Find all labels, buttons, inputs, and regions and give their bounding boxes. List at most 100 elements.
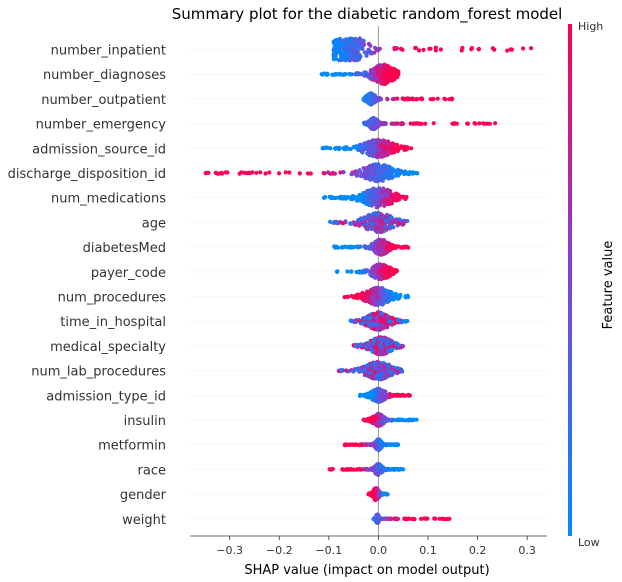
shap-point xyxy=(338,44,343,49)
shap-point xyxy=(347,245,352,250)
shap-point xyxy=(377,375,383,380)
shap-point xyxy=(379,76,384,81)
shap-point xyxy=(411,417,416,422)
shap-point xyxy=(449,96,454,101)
shap-point xyxy=(363,392,368,398)
shap-point xyxy=(359,194,364,199)
shap-point xyxy=(353,318,358,323)
shap-point xyxy=(378,310,384,315)
shap-point xyxy=(324,72,329,77)
shap-point xyxy=(395,148,401,153)
shap-point xyxy=(378,164,384,169)
shap-point xyxy=(410,170,415,175)
shap-point xyxy=(395,366,401,371)
shap-point xyxy=(394,173,399,178)
shap-point xyxy=(354,45,359,51)
shap-point xyxy=(368,69,373,74)
shap-point xyxy=(361,144,366,149)
shap-point xyxy=(367,316,372,321)
shap-point xyxy=(385,97,390,102)
shap-point xyxy=(368,152,373,157)
shap-point xyxy=(368,395,373,400)
shap-point xyxy=(413,45,418,51)
shap-point xyxy=(414,97,419,102)
shap-point xyxy=(339,245,344,250)
shap-point xyxy=(351,369,356,374)
shap-point xyxy=(391,96,396,102)
shap-point xyxy=(352,244,357,250)
shap-point xyxy=(384,212,390,218)
shap-point xyxy=(364,53,369,58)
shap-point xyxy=(385,66,390,71)
shap-point xyxy=(344,41,349,47)
shap-point xyxy=(391,367,396,373)
shap-point xyxy=(376,472,381,477)
shap-point xyxy=(370,164,375,169)
shap-point xyxy=(362,294,368,300)
shap-point xyxy=(376,168,381,173)
shap-point xyxy=(338,40,343,46)
shap-point xyxy=(394,142,400,147)
shap-point xyxy=(348,146,353,152)
shap-point xyxy=(384,341,389,347)
shap-point xyxy=(396,221,401,226)
shap-point xyxy=(477,121,482,126)
shap-point xyxy=(399,368,405,374)
shap-point xyxy=(369,342,374,347)
feature-row-points xyxy=(331,36,534,63)
shap-point xyxy=(379,290,384,295)
shap-point xyxy=(389,290,394,295)
shap-point xyxy=(382,203,387,208)
shap-point xyxy=(381,173,386,178)
shap-point xyxy=(417,48,422,53)
shap-point xyxy=(485,121,490,126)
feature-row-points xyxy=(361,91,455,107)
shap-point xyxy=(388,215,393,220)
shap-point xyxy=(355,245,361,250)
shap-point xyxy=(399,417,405,422)
shap-point xyxy=(386,150,391,155)
shap-point xyxy=(367,223,372,228)
shap-point xyxy=(385,467,390,472)
shap-point xyxy=(368,93,373,98)
shap-point xyxy=(329,196,334,201)
shap-point xyxy=(418,96,423,101)
shap-point xyxy=(369,365,374,370)
shap-point xyxy=(378,399,384,404)
shap-point xyxy=(353,344,359,349)
shap-point xyxy=(344,195,349,200)
shap-point xyxy=(376,420,381,425)
shap-point xyxy=(368,43,373,48)
shap-point xyxy=(357,168,362,173)
shap-point xyxy=(267,170,272,175)
shap-point xyxy=(375,243,380,248)
shap-point xyxy=(370,119,375,124)
shap-point xyxy=(359,393,364,398)
shap-point xyxy=(321,170,326,176)
shap-point xyxy=(367,173,372,178)
shap-point xyxy=(383,218,388,223)
shap-point xyxy=(385,372,390,378)
shap-point xyxy=(395,442,400,447)
shap-point xyxy=(347,38,352,43)
shap-point xyxy=(378,294,383,299)
shap-point xyxy=(389,67,394,72)
shap-point xyxy=(384,297,389,302)
shap-point xyxy=(392,321,397,326)
shap-point xyxy=(378,267,383,272)
feature-row-points xyxy=(203,162,420,184)
shap-point xyxy=(476,46,482,52)
shap-point xyxy=(358,342,364,347)
feature-row-points xyxy=(351,335,406,357)
shap-point xyxy=(305,171,310,176)
shap-point xyxy=(396,192,401,197)
feature-row-points xyxy=(348,310,410,332)
shap-point xyxy=(373,322,378,327)
shap-point xyxy=(334,145,339,150)
shap-point xyxy=(321,195,327,200)
shap-point xyxy=(344,442,349,447)
shap-point xyxy=(381,363,386,369)
shap-point xyxy=(367,491,372,496)
shap-point xyxy=(358,71,363,77)
shap-point xyxy=(357,270,362,275)
